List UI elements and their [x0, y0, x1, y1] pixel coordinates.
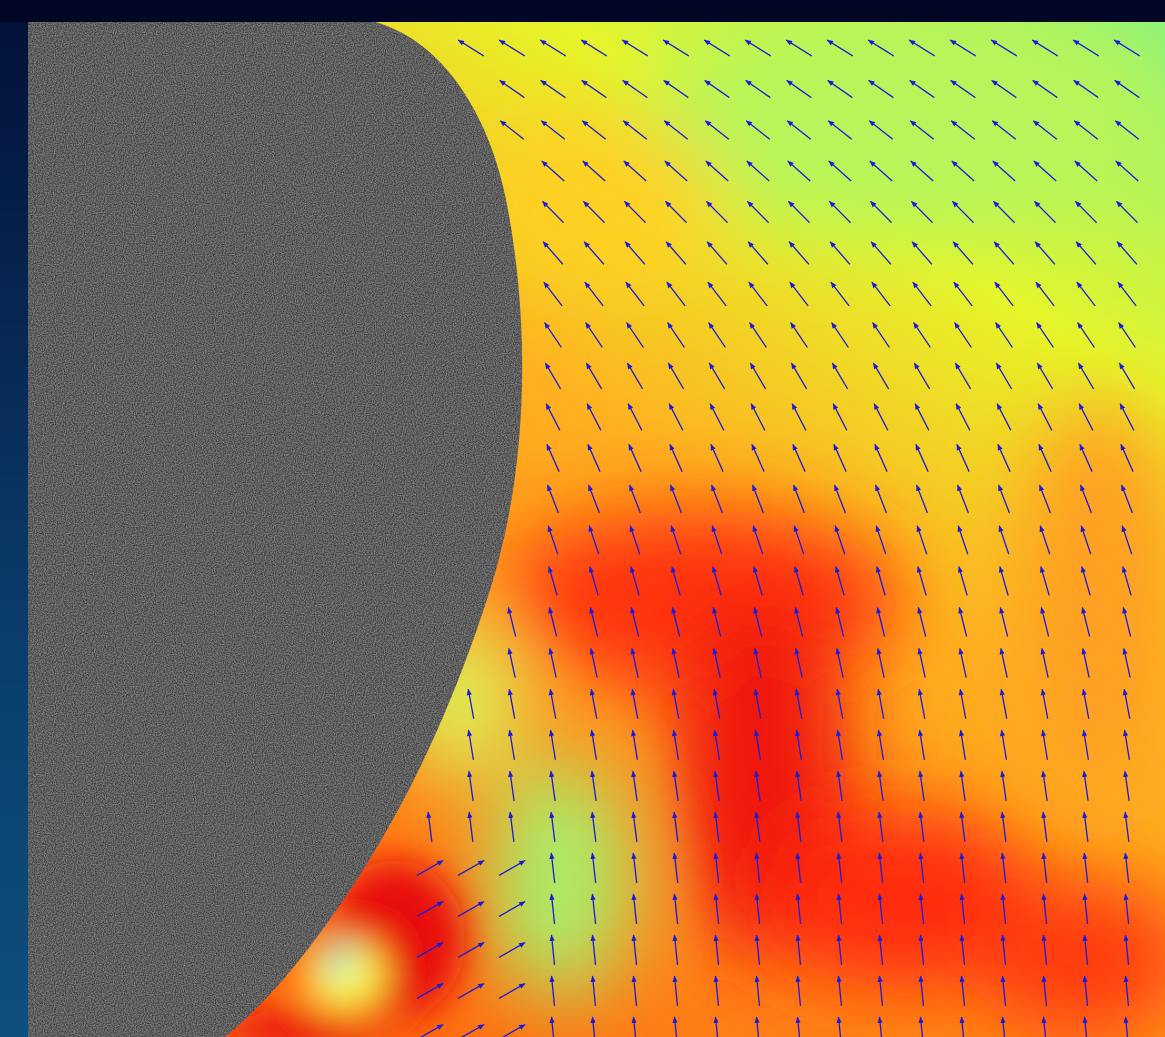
page: (() => { const data = JSON.parse(documen… [0, 0, 1165, 1037]
piv-view [0, 0, 1165, 1037]
velocity-field [28, 0, 1165, 1037]
side-strip [0, 22, 28, 1037]
